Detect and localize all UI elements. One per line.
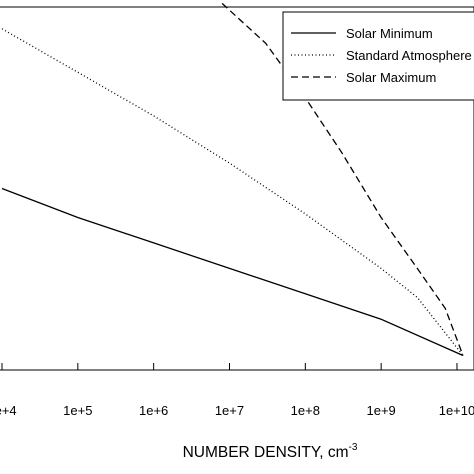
series-line-standard-atmosphere bbox=[1, 28, 464, 356]
x-tick-label-2: 1e+6 bbox=[139, 403, 168, 418]
x-tick-label-3: 1e+7 bbox=[215, 403, 244, 418]
x-axis-title-text: NUMBER DENSITY, cm bbox=[183, 444, 349, 461]
legend-label-solar-maximum: Solar Maximum bbox=[346, 70, 436, 85]
x-tick-label-4: 1e+8 bbox=[291, 403, 320, 418]
plot-frame bbox=[0, 6, 474, 371]
x-tick-label-1: 1e+5 bbox=[63, 403, 92, 418]
legend-label-solar-minimum: Solar Minimum bbox=[346, 26, 433, 41]
x-axis-title-superscript: -3 bbox=[349, 442, 358, 453]
legend: Solar Minimum Standard Atmosphere Solar … bbox=[282, 11, 474, 101]
x-axis-title: NUMBER DENSITY, cm-3 bbox=[183, 442, 358, 461]
series-line-solar-maximum bbox=[221, 2, 464, 356]
series-layer bbox=[1, 2, 464, 357]
series-line-solar-minimum bbox=[1, 187, 464, 357]
legend-label-standard-atmosphere: Standard Atmosphere bbox=[346, 48, 472, 63]
x-axis-ticks: 1e+4 1e+5 1e+6 1e+7 1e+8 1e+9 1e+10 bbox=[0, 363, 474, 418]
x-tick-label-6: 1e+10 bbox=[439, 403, 474, 418]
x-tick-label-0: 1e+4 bbox=[0, 403, 17, 418]
x-tick-label-5: 1e+9 bbox=[367, 403, 396, 418]
legend-box bbox=[282, 11, 474, 101]
